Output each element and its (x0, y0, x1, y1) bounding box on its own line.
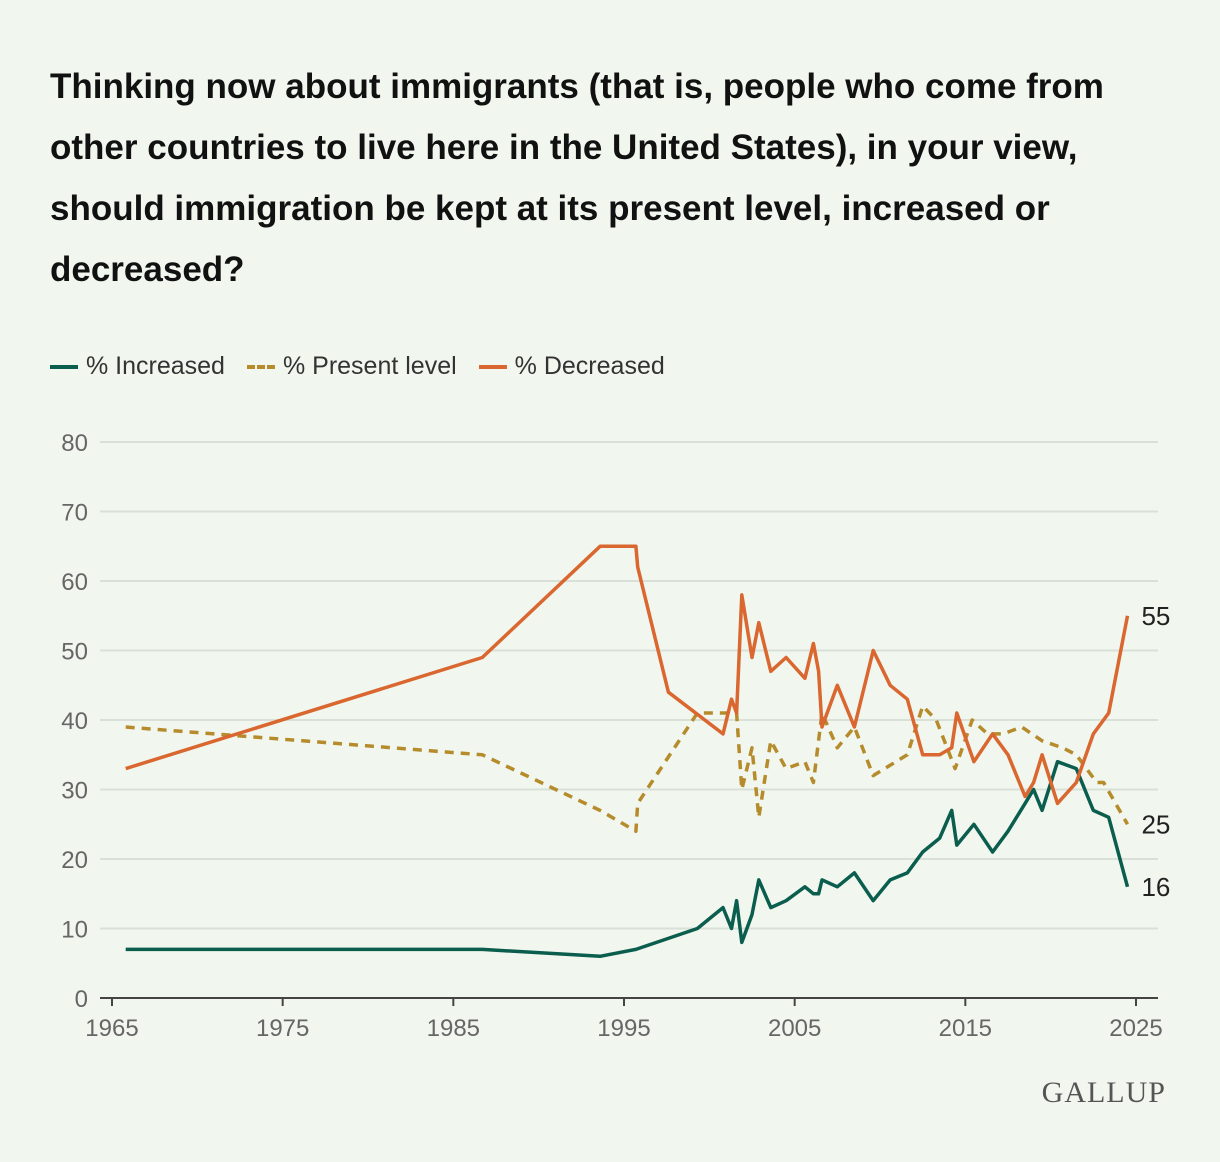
x-tick-label: 2015 (939, 1015, 992, 1042)
y-tick-label: 20 (61, 847, 88, 874)
end-label-increased: 16 (1141, 872, 1170, 902)
series-line-decreased (125, 544, 1130, 806)
x-tick-label: 2025 (1109, 1015, 1162, 1042)
end-label-decreased: 55 (1141, 601, 1170, 631)
legend-label-decreased: % Decreased (514, 352, 665, 380)
x-tick-label: 1995 (597, 1015, 650, 1042)
x-tick-label: 1985 (427, 1015, 480, 1042)
legend-swatch-decreased (478, 364, 507, 369)
series-line-present (125, 704, 1130, 833)
end-label-present: 25 (1141, 809, 1170, 839)
x-tick-label: 1965 (85, 1015, 138, 1042)
legend: % Increased % Present level % Decreased (50, 352, 665, 381)
y-tick-label: 60 (61, 569, 88, 596)
y-tick-label: 40 (61, 708, 88, 735)
legend-swatch-increased (50, 364, 78, 369)
y-tick-label: 10 (61, 917, 88, 944)
chart-title: Thinking now about immigrants (that is, … (50, 67, 1104, 289)
y-tick-label: 0 (75, 986, 88, 1013)
legend-label-present: % Present level (282, 352, 457, 380)
y-tick-label: 70 (61, 500, 88, 527)
y-tick-label: 80 (61, 430, 88, 457)
x-tick-label: 1975 (256, 1015, 309, 1042)
legend-item-decreased: % Decreased (478, 352, 665, 381)
y-tick-label: 30 (61, 778, 88, 805)
legend-swatch-present (246, 364, 275, 369)
legend-item-present: % Present level (246, 352, 457, 381)
legend-label-increased: % Increased (86, 352, 225, 380)
legend-item-increased: % Increased (50, 352, 225, 381)
x-tick-label: 2005 (768, 1015, 821, 1042)
y-tick-label: 50 (61, 639, 88, 666)
series-line-increased (125, 759, 1130, 959)
gallup-logo: GALLUP (1041, 1076, 1166, 1109)
